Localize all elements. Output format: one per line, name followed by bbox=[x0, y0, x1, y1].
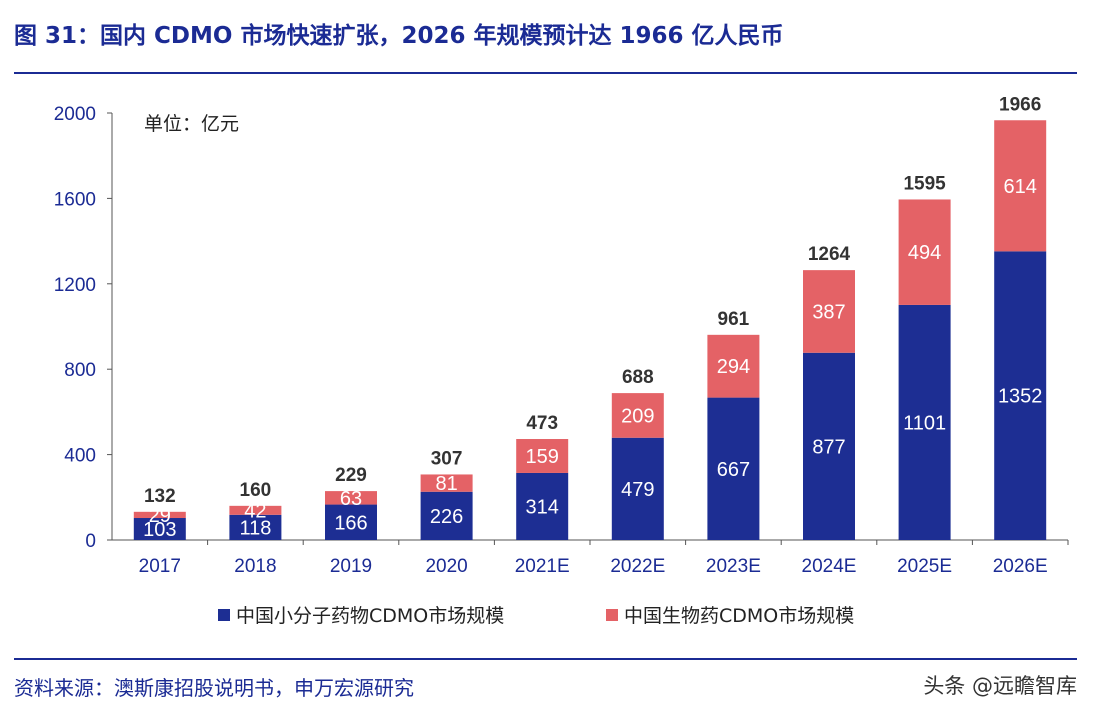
bar-small-molecule bbox=[516, 472, 569, 540]
y-tick-label: 2000 bbox=[54, 104, 96, 125]
source-note: 资料来源：澳斯康招股说明书，申万宏源研究 bbox=[14, 676, 414, 700]
data-label-biologics: 81 bbox=[435, 473, 457, 495]
data-label-small-molecule: 1101 bbox=[903, 412, 946, 434]
total-label: 132 bbox=[144, 486, 176, 507]
bar-small-molecule bbox=[133, 518, 186, 540]
x-tick-label: 2023E bbox=[706, 556, 761, 577]
total-label: 229 bbox=[335, 465, 367, 486]
figure-title: 图 31：国内 CDMO 市场快速扩张，2026 年规模预计达 1966 亿人民… bbox=[14, 23, 784, 49]
data-label-biologics: 159 bbox=[526, 446, 559, 468]
data-label-biologics: 387 bbox=[812, 301, 845, 323]
total-label: 1966 bbox=[999, 94, 1041, 115]
legend-label-biologics: 中国生物药CDMO市场规模 bbox=[624, 605, 855, 627]
x-tick-label: 2021E bbox=[515, 556, 570, 577]
x-tick-label: 2026E bbox=[993, 556, 1048, 577]
legend-item-small-molecule: 中国小分子药物CDMO市场规模 bbox=[218, 601, 504, 628]
unit-label: 单位：亿元 bbox=[144, 113, 239, 135]
bar-biologics bbox=[133, 511, 186, 519]
total-label: 961 bbox=[718, 309, 750, 330]
x-tick-label: 2018 bbox=[234, 556, 276, 577]
data-label-small-molecule: 479 bbox=[621, 479, 654, 501]
bar-small-molecule bbox=[325, 504, 377, 540]
data-label-small-molecule: 103 bbox=[143, 519, 176, 541]
bottom-rule bbox=[14, 658, 1077, 660]
bar-small-molecule bbox=[229, 514, 282, 540]
bar-biologics bbox=[898, 199, 951, 305]
bar-biologics bbox=[325, 491, 377, 505]
bar-biologics bbox=[707, 334, 760, 398]
data-label-biologics: 494 bbox=[908, 242, 941, 264]
x-tick-label: 2017 bbox=[139, 556, 181, 577]
bar-small-molecule bbox=[707, 397, 760, 540]
x-tick-label: 2020 bbox=[425, 556, 467, 577]
y-tick-label: 800 bbox=[64, 360, 96, 381]
bar-small-molecule bbox=[803, 352, 855, 540]
data-label-small-molecule: 314 bbox=[526, 496, 559, 518]
y-tick-label: 1600 bbox=[54, 189, 96, 210]
bar-small-molecule bbox=[611, 437, 664, 540]
bar-biologics bbox=[803, 270, 855, 353]
bar-small-molecule bbox=[420, 491, 473, 540]
total-label: 1595 bbox=[903, 173, 946, 194]
top-rule bbox=[14, 72, 1077, 74]
x-tick-label: 2022E bbox=[610, 556, 665, 577]
data-label-small-molecule: 226 bbox=[430, 506, 463, 528]
bar-biologics bbox=[516, 439, 569, 473]
bar-biologics bbox=[420, 474, 473, 492]
bar-small-molecule bbox=[898, 304, 951, 540]
data-label-biologics: 294 bbox=[717, 356, 750, 378]
watermark: 头条 @远瞻智库 bbox=[923, 674, 1077, 698]
total-label: 1264 bbox=[808, 244, 851, 265]
data-label-biologics: 614 bbox=[1004, 176, 1037, 198]
y-tick-label: 400 bbox=[64, 446, 96, 467]
data-label-biologics: 42 bbox=[244, 500, 266, 522]
data-label-biologics: 209 bbox=[621, 405, 654, 427]
data-label-small-molecule: 1352 bbox=[998, 386, 1043, 408]
x-tick-label: 2025E bbox=[897, 556, 952, 577]
legend-label-small-molecule: 中国小分子药物CDMO市场规模 bbox=[236, 605, 505, 627]
bar-small-molecule bbox=[994, 251, 1047, 540]
y-tick-label: 0 bbox=[85, 531, 96, 552]
bar-biologics bbox=[229, 505, 282, 515]
y-tick-label: 1200 bbox=[54, 275, 96, 296]
bar-biologics bbox=[611, 393, 664, 438]
data-label-small-molecule: 118 bbox=[239, 517, 271, 539]
legend-swatch-biologics bbox=[606, 608, 618, 621]
data-label-small-molecule: 667 bbox=[717, 459, 750, 481]
data-label-biologics: 63 bbox=[340, 488, 362, 510]
data-label-small-molecule: 877 bbox=[812, 436, 845, 458]
total-label: 307 bbox=[431, 448, 463, 469]
x-tick-label: 2024E bbox=[802, 556, 857, 577]
bar-biologics bbox=[994, 120, 1047, 252]
total-label: 160 bbox=[240, 480, 272, 501]
total-label: 688 bbox=[622, 367, 654, 388]
data-label-biologics: 29 bbox=[149, 505, 171, 527]
legend-item-biologics: 中国生物药CDMO市场规模 bbox=[606, 601, 854, 628]
data-label-small-molecule: 166 bbox=[334, 512, 367, 534]
total-label: 473 bbox=[526, 413, 558, 434]
x-tick-label: 2019 bbox=[330, 556, 372, 577]
legend-swatch-small-molecule bbox=[218, 608, 230, 621]
